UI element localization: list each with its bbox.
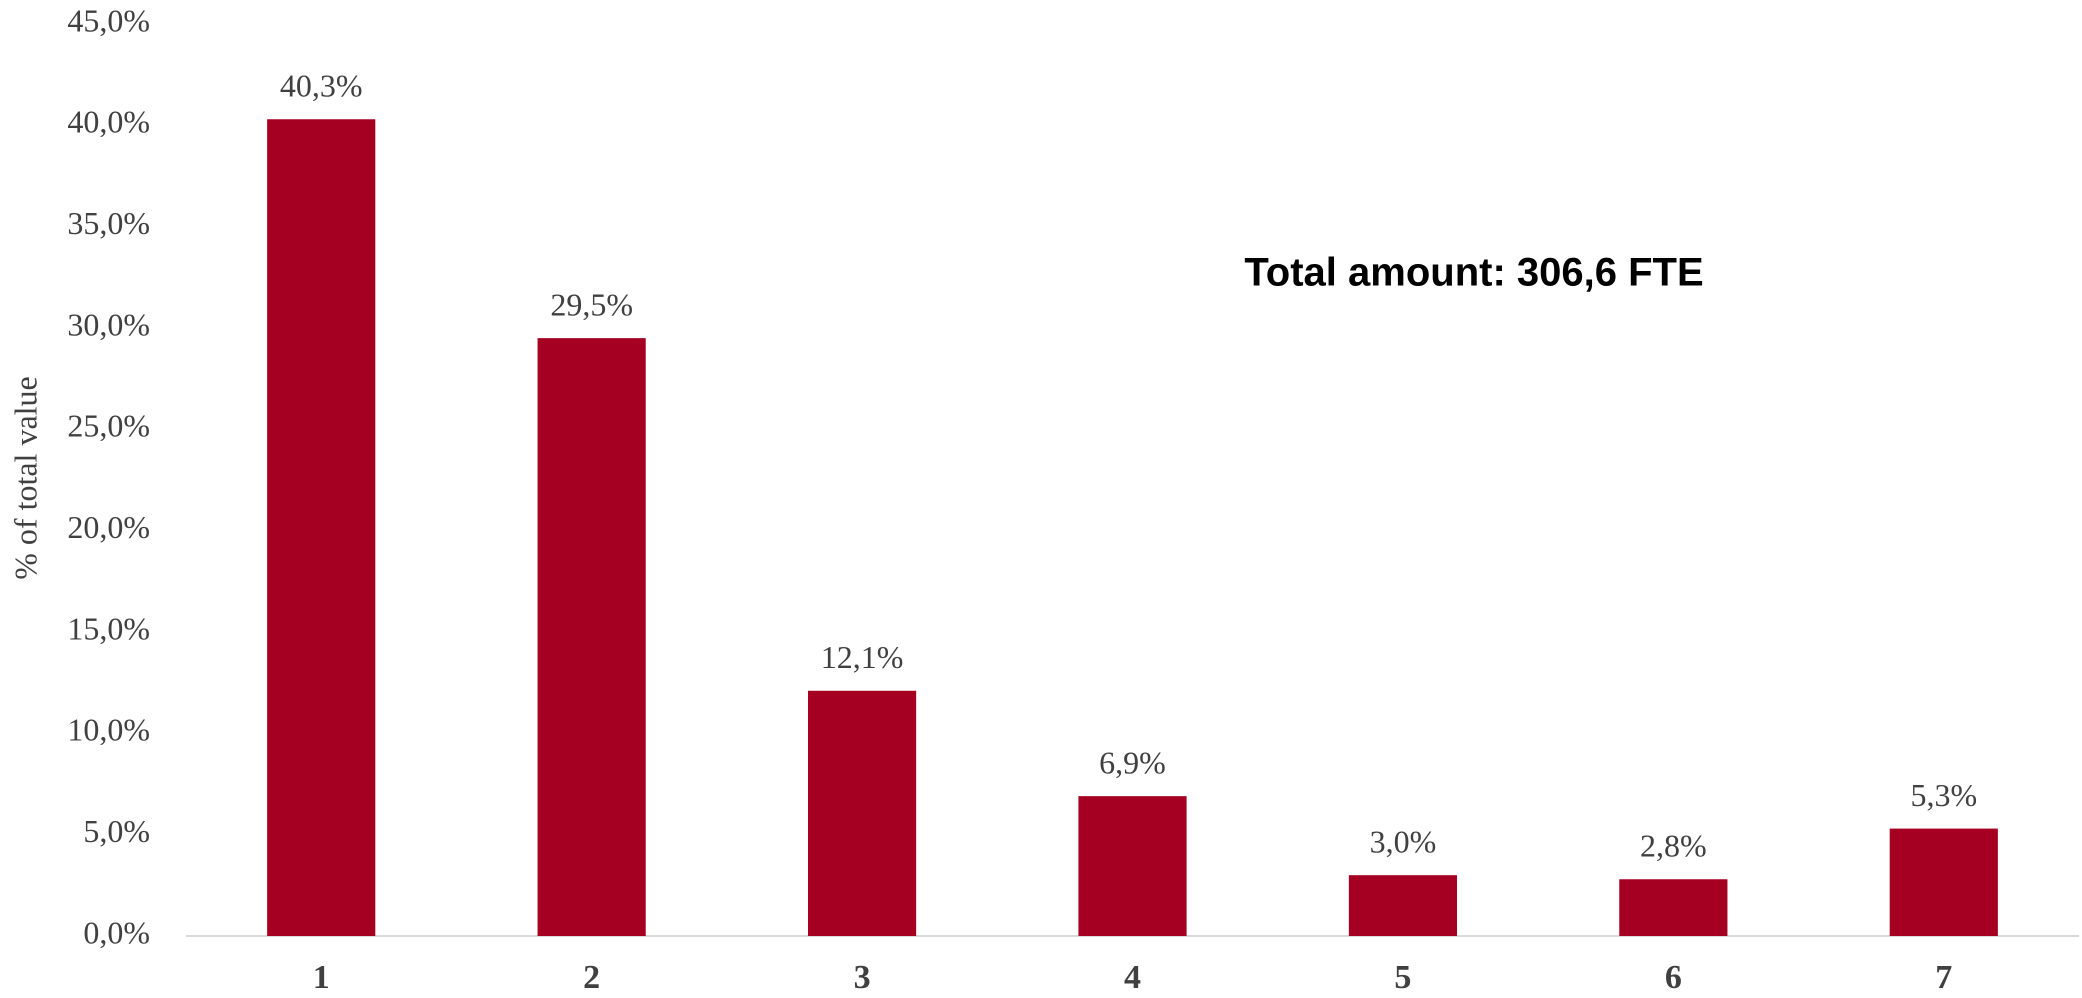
y-tick-label: 30,0% <box>67 306 150 342</box>
x-tick-label: 5 <box>1394 959 1411 996</box>
bar <box>1619 879 1728 936</box>
x-tick-label: 7 <box>1935 959 1952 996</box>
data-label: 12,1% <box>821 639 904 675</box>
bar <box>267 119 376 936</box>
bar <box>537 338 646 937</box>
y-tick-label: 20,0% <box>67 509 150 545</box>
bar <box>807 690 917 936</box>
y-tick-label: 40,0% <box>67 104 150 140</box>
data-label: 5,3% <box>1910 777 1977 813</box>
y-axis-label: % of total value <box>7 376 43 579</box>
y-tick-label: 10,0% <box>67 712 150 748</box>
annotation: Total amount: 306,6 FTE <box>1244 251 1703 295</box>
y-tick-label: 0,0% <box>83 914 150 950</box>
data-label: 2,8% <box>1640 828 1707 864</box>
x-tick-label: 4 <box>1124 959 1141 996</box>
x-tick-label: 6 <box>1665 959 1682 996</box>
data-label: 40,3% <box>280 68 363 104</box>
y-tick-label: 25,0% <box>67 408 150 444</box>
bar <box>1889 828 1998 936</box>
data-label: 3,0% <box>1370 824 1437 860</box>
data-label: 6,9% <box>1099 745 1166 781</box>
bar <box>1078 796 1187 936</box>
x-tick-label: 3 <box>854 959 871 996</box>
y-tick-label: 35,0% <box>67 205 150 241</box>
bar <box>1348 875 1458 936</box>
x-tick-label: 1 <box>313 959 330 996</box>
y-tick-label: 15,0% <box>67 610 150 646</box>
data-label: 29,5% <box>550 286 633 322</box>
y-tick-label: 5,0% <box>83 813 150 849</box>
y-tick-label: 45,0% <box>67 2 150 38</box>
x-tick-label: 2 <box>583 959 600 996</box>
